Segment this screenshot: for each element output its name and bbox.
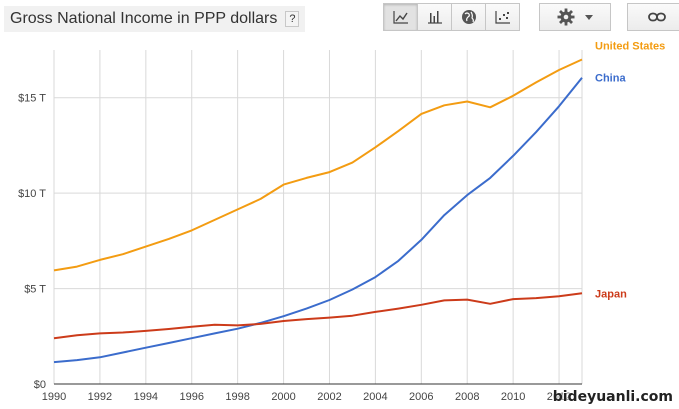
line-chart-icon <box>392 11 408 24</box>
chart-header: Gross National Income in PPP dollars ? <box>4 6 306 32</box>
series-line-japan[interactable] <box>53 292 583 340</box>
series-line-china[interactable] <box>53 77 583 364</box>
grid-lines <box>53 50 583 384</box>
gear-icon <box>557 8 575 26</box>
x-tick-label: 2006 <box>409 391 433 403</box>
x-tick-label: 2010 <box>501 391 525 403</box>
y-tick-label: $5 T <box>24 284 46 296</box>
x-tick-label: 1994 <box>134 391 158 403</box>
x-tick-label: 1990 <box>42 391 66 403</box>
link-button[interactable] <box>627 3 679 31</box>
map-view-button[interactable] <box>451 3 486 31</box>
page-title: Gross National Income in PPP dollars <box>10 10 278 27</box>
series-labels: United States China Japan <box>595 41 665 301</box>
scatter-chart-view-button[interactable] <box>485 3 520 31</box>
bar-chart-view-button[interactable] <box>417 3 452 31</box>
help-button[interactable]: ? <box>285 11 300 27</box>
y-tick-label: $15 T <box>18 93 46 105</box>
series-line-united-states[interactable] <box>53 58 583 272</box>
x-tick-label: 2002 <box>317 391 341 403</box>
x-tick-label: 1992 <box>88 391 112 403</box>
bar-chart-icon <box>427 11 442 24</box>
globe-icon <box>461 10 476 24</box>
x-tick-label: 2004 <box>363 391 387 403</box>
y-tick-label: $0 <box>34 379 46 391</box>
line-chart: 1990 1992 1994 1996 1998 2000 2002 2004 2006 2008… <box>18 41 665 403</box>
series-label-united-states[interactable]: United States <box>595 41 665 53</box>
watermark-text: bideyuanli.com <box>552 389 673 405</box>
line-chart-view-button[interactable] <box>383 3 418 31</box>
link-icon <box>648 12 666 22</box>
x-tick-label: 2008 <box>455 391 479 403</box>
x-tick-label: 2012 <box>547 391 571 403</box>
series-label-japan[interactable]: Japan <box>595 288 627 300</box>
chevron-down-icon <box>585 14 593 20</box>
x-tick-label: 2000 <box>271 391 295 403</box>
x-tick-label: 1996 <box>179 391 203 403</box>
scatter-chart-icon <box>494 11 510 24</box>
y-tick-label: $10 T <box>18 188 46 200</box>
axes: 1990 1992 1994 1996 1998 2000 2002 2004 2006 2008… <box>18 93 582 403</box>
x-tick-label: 1998 <box>225 391 249 403</box>
view-toggle-group <box>383 3 520 31</box>
settings-button[interactable] <box>539 3 611 31</box>
series-label-china[interactable]: China <box>595 73 626 85</box>
series-lines <box>53 58 583 364</box>
